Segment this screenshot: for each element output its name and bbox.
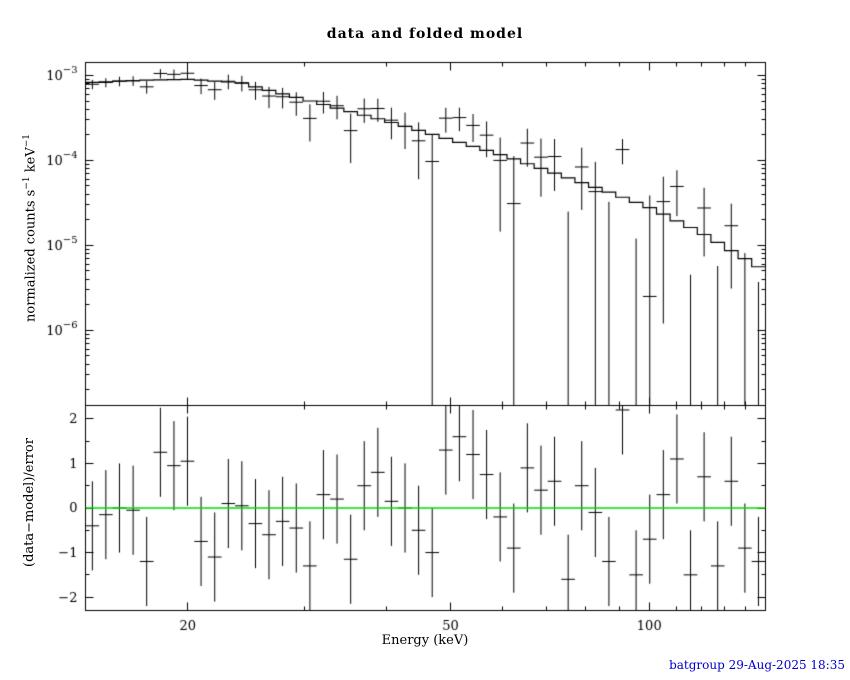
y-axis-label-bottom: (data−model)/error [22, 438, 37, 567]
y-axis-label-top-sup1: −1 [22, 176, 32, 190]
x-axis-label: Energy (keV) [381, 633, 469, 648]
footer-timestamp: batgroup 29-Aug-2025 18:35 [669, 658, 845, 672]
plot-title: data and folded model [326, 26, 524, 42]
y-axis-label-top: normalized counts s−1 keV−1 [22, 134, 38, 322]
y-axis-label-top-sup2: −1 [22, 133, 32, 148]
y-axis-label-top-mid: keV [23, 147, 39, 177]
y-axis-label-top-text: normalized counts s [23, 189, 39, 322]
